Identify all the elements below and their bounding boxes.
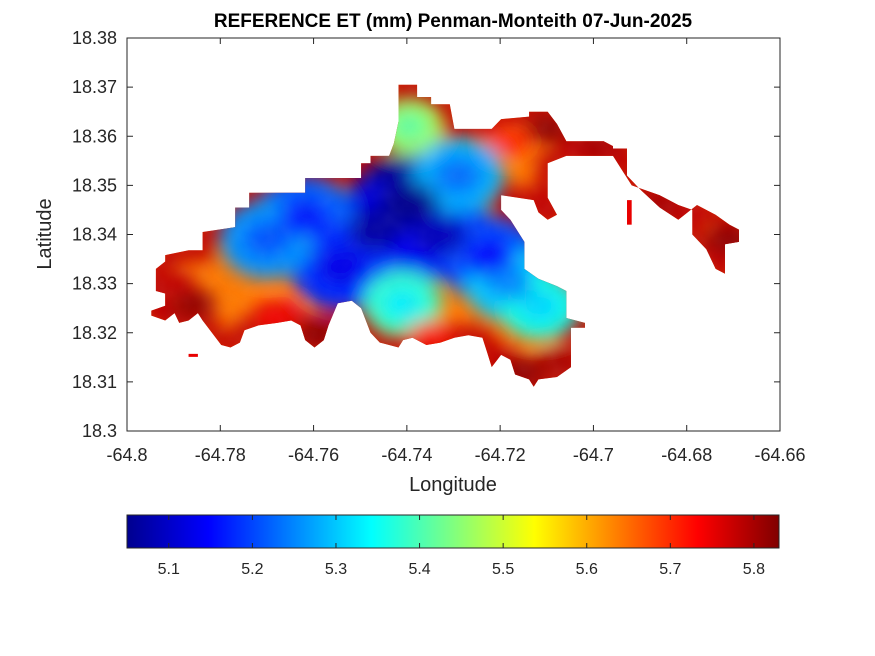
x-tick-label: -64.68 — [661, 445, 712, 465]
y-axis-label: Latitude — [34, 198, 56, 269]
x-tick-label: -64.78 — [195, 445, 246, 465]
colorbar-tick-label: 5.1 — [158, 561, 180, 578]
y-tick-label: 18.35 — [72, 175, 117, 195]
x-axis-ticks: -64.8 -64.78 -64.76 -64.74 -64.72 -64.7 -64.68… — [106, 38, 806, 465]
y-tick-label: 18.31 — [72, 372, 117, 392]
colorbar-tick-label: 5.7 — [659, 561, 681, 578]
et-map-islets — [188, 200, 632, 357]
islet-cell — [627, 200, 632, 225]
x-tick-label: -64.8 — [106, 445, 147, 465]
colorbar-tick-label: 5.6 — [576, 561, 598, 578]
y-tick-label: 18.36 — [72, 126, 117, 146]
y-axis-ticks: 18.3 18.31 18.32 18.33 18.34 18.35 18.36 18.37 1… — [72, 28, 780, 441]
y-tick-label: 18.33 — [72, 274, 117, 294]
x-tick-label: -64.74 — [381, 445, 432, 465]
y-tick-label: 18.3 — [82, 421, 117, 441]
colorbar-tick-label: 5.3 — [325, 561, 347, 578]
y-tick-label: 18.37 — [72, 77, 117, 97]
x-tick-label: -64.76 — [288, 445, 339, 465]
x-tick-label: -64.72 — [475, 445, 526, 465]
x-axis-label: Longitude — [409, 474, 497, 496]
plot-area: -64.8 -64.78 -64.76 -64.74 -64.72 -64.7 -64.68… — [72, 28, 806, 465]
colorbar-tick-label: 5.2 — [241, 561, 263, 578]
y-tick-label: 18.32 — [72, 323, 117, 343]
colorbar: 5.1 5.2 5.3 5.4 5.5 5.6 5.7 5.8 — [126, 514, 780, 578]
chart-title: REFERENCE ET (mm) Penman-Monteith 07-Jun… — [214, 11, 693, 32]
colorbar-tick-label: 5.4 — [408, 561, 430, 578]
colorbar-gradient — [126, 514, 780, 549]
colorbar-tick-label: 5.8 — [743, 561, 765, 578]
x-tick-label: -64.66 — [754, 445, 805, 465]
x-tick-label: -64.7 — [573, 445, 614, 465]
islet-cell — [188, 353, 198, 357]
colorbar-ticks: 5.1 5.2 5.3 5.4 5.5 5.6 5.7 5.8 — [158, 515, 765, 578]
y-tick-label: 18.34 — [72, 225, 117, 245]
colorbar-tick-label: 5.5 — [492, 561, 514, 578]
y-tick-label: 18.38 — [72, 28, 117, 48]
